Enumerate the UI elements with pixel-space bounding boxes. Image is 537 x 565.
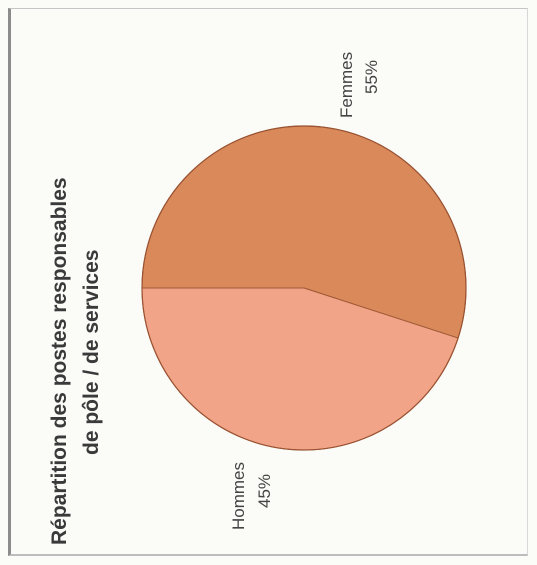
chart-title-line1: Répartition des postes responsables (48, 177, 71, 545)
label-femmes-name: Femmes (337, 52, 356, 118)
pie-outline (141, 125, 467, 451)
label-femmes-pct: 55% (362, 60, 381, 94)
chart-title-line2: de pôle / de services (80, 250, 103, 455)
label-hommes-pct: 45% (255, 474, 274, 508)
label-hommes-name: Hommes (229, 462, 248, 530)
